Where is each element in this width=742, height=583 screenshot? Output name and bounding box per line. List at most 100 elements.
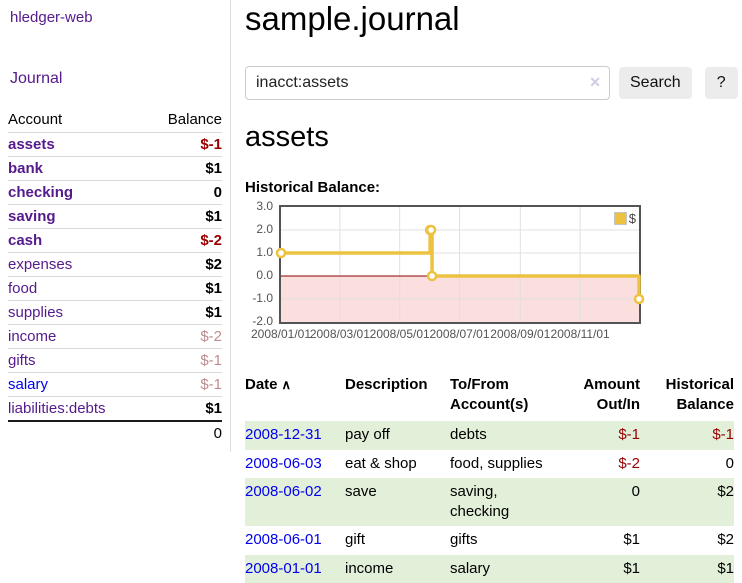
transaction-balance: $-1	[712, 426, 734, 444]
account-balance: 0	[145, 180, 222, 205]
account-balance: $1	[145, 204, 222, 229]
account-name-cell: bank	[8, 156, 146, 181]
account-name-cell: saving	[8, 204, 146, 229]
transaction-description: income	[345, 559, 394, 577]
column-header-balance: Historical Balance	[665, 375, 734, 414]
account-link[interactable]: liabilities:debts	[8, 400, 106, 417]
account-name-cell: cash	[8, 228, 146, 253]
search-button[interactable]: Search	[619, 66, 692, 99]
search-form: ✕ Search ?	[245, 65, 738, 100]
balance-column-header: Balance	[167, 111, 222, 128]
account-name-cell: income	[8, 324, 146, 349]
account-row: gifts $-1	[8, 348, 222, 373]
account-link[interactable]: salary	[8, 376, 49, 393]
balance-chart: $ 3.0 2.0 1.0 0.0 -1.0 -2.0 2008/01/01 2008/03/…	[245, 199, 738, 353]
chart-canvas	[275, 206, 645, 322]
account-name-cell: gifts	[8, 348, 146, 373]
transaction-amount: $1	[623, 531, 640, 549]
transaction-date-cell: 2008-06-03	[245, 450, 345, 478]
page-title: sample.journal	[245, 0, 460, 37]
account-link[interactable]: gifts	[8, 352, 36, 369]
legend-color-swatch	[613, 211, 627, 225]
transaction-date-link[interactable]: 2008-06-02	[245, 482, 322, 500]
y-axis-tick-label: 2.0	[256, 222, 273, 237]
transaction-amount: $-2	[618, 454, 640, 472]
transaction-description: save	[345, 482, 377, 500]
account-link[interactable]: assets	[8, 136, 55, 153]
transaction-date-cell: 2008-06-01	[245, 526, 345, 554]
x-axis-tick-label: 2008/07/01	[429, 326, 490, 341]
account-balance: $1	[145, 300, 222, 325]
account-link[interactable]: saving	[8, 208, 56, 225]
chart-plot-area: $	[275, 204, 645, 324]
accounts-total-value: 0	[145, 420, 222, 445]
column-header-amount: Amount Out/In	[583, 375, 640, 414]
register-header-row: Date ∧ Description To/From Account(s) Amo…	[245, 375, 734, 422]
account-balance: $1	[145, 156, 222, 181]
account-balance: $-1	[145, 372, 222, 397]
transaction-accounts: gifts	[450, 531, 478, 549]
account-link[interactable]: bank	[8, 160, 44, 177]
help-button[interactable]: ?	[704, 66, 738, 99]
search-input[interactable]	[245, 65, 610, 100]
transaction-date-cell: 2008-06-02	[245, 478, 345, 527]
column-header-date[interactable]: Date ∧	[245, 375, 345, 422]
register-table: Date ∧ Description To/From Account(s) Amo…	[245, 375, 734, 583]
account-balance: $1	[145, 276, 222, 301]
accounts-total-spacer	[8, 420, 146, 445]
transaction-date-link[interactable]: 2008-06-03	[245, 454, 322, 472]
column-header-description: Description	[345, 375, 428, 393]
account-column-header: Account	[8, 111, 63, 128]
transaction-date-link[interactable]: 2008-06-01	[245, 531, 322, 549]
account-balance: $-1	[145, 348, 222, 373]
account-link[interactable]: supplies	[8, 304, 64, 321]
transaction-description: gift	[345, 531, 366, 549]
account-page-title: assets	[245, 120, 329, 153]
account-link[interactable]: income	[8, 328, 57, 345]
account-row: liabilities:debts $1	[8, 396, 222, 421]
account-name-cell: assets	[8, 132, 146, 157]
account-link[interactable]: checking	[8, 184, 74, 201]
account-balance: $-2	[145, 324, 222, 349]
app-title-link[interactable]: hledger-web	[10, 9, 93, 26]
account-row: income $-2	[8, 324, 222, 349]
account-name-cell: supplies	[8, 300, 146, 325]
sort-ascending-icon: ∧	[281, 376, 292, 392]
account-link[interactable]: expenses	[8, 256, 73, 273]
transaction-date-cell: 2008-01-01	[245, 555, 345, 583]
x-axis-tick-label: 2008/11/01	[550, 326, 610, 341]
register-row: 2008-06-01 gift gifts $1 $2	[245, 526, 734, 554]
accounts-table-header: Account Balance	[8, 108, 222, 133]
transaction-accounts: debts	[450, 426, 487, 444]
clear-search-icon[interactable]: ✕	[589, 73, 601, 90]
y-axis-tick-label: 0.0	[256, 268, 273, 283]
transaction-date-link[interactable]: 2008-12-31	[245, 426, 322, 444]
column-header-accounts: To/From Account(s)	[450, 375, 529, 414]
transaction-date-link[interactable]: 2008-01-01	[245, 559, 322, 577]
x-axis-tick-label: 2008/03/01	[309, 326, 370, 341]
register-row: 2008-12-31 pay off debts $-1 $-1	[245, 421, 734, 450]
main-content: sample.journal ✕ Search ? assets Histori…	[231, 0, 742, 583]
account-row: checking 0	[8, 180, 222, 205]
legend-series-label: $	[628, 210, 636, 226]
account-balance: $-2	[145, 228, 222, 253]
x-axis-tick-label: 2008/09/01	[490, 326, 551, 341]
account-row: assets $-1	[8, 132, 222, 157]
transaction-description: pay off	[345, 426, 390, 444]
account-link[interactable]: cash	[8, 232, 43, 249]
account-link[interactable]: food	[8, 280, 38, 297]
account-row: salary $-1	[8, 372, 222, 397]
transaction-accounts: saving, checking	[450, 482, 510, 521]
chart-label: Historical Balance:	[245, 178, 381, 196]
transaction-accounts: salary	[450, 559, 491, 577]
account-name-cell: checking	[8, 180, 146, 205]
transaction-balance: $2	[717, 531, 734, 549]
nav-journal-link[interactable]: Journal	[10, 70, 63, 87]
transaction-balance: 0	[725, 454, 734, 472]
account-row: bank $1	[8, 156, 222, 181]
search-input-wrap: ✕	[245, 65, 610, 100]
account-row: saving $1	[8, 204, 222, 229]
y-axis-tick-label: 1.0	[256, 245, 273, 260]
account-balance: $-1	[145, 132, 222, 157]
